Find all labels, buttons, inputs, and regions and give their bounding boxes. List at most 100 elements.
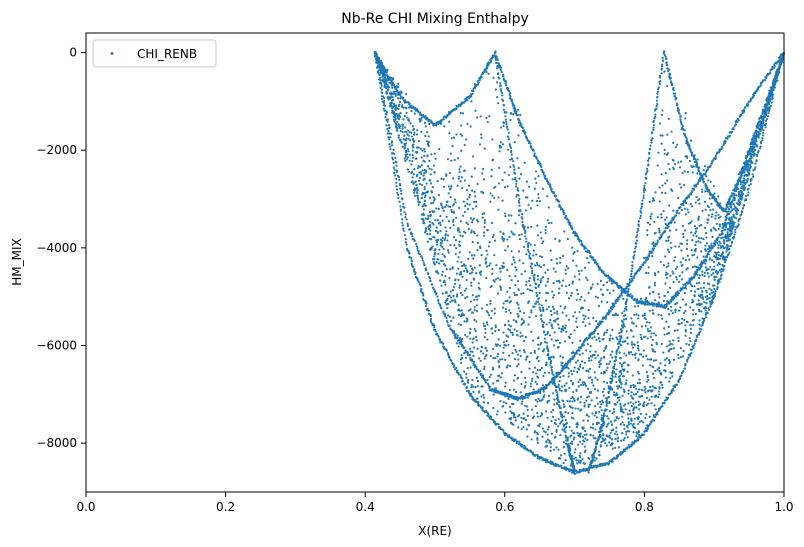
data-point: [541, 242, 544, 245]
data-point: [403, 134, 406, 137]
data-point: [487, 72, 490, 75]
data-point: [520, 292, 523, 295]
data-point: [552, 308, 556, 311]
data-point: [446, 158, 450, 161]
data-point: [401, 145, 404, 148]
data-point: [702, 180, 706, 183]
data-point: [646, 229, 649, 232]
data-point: [678, 166, 682, 169]
data-point: [450, 137, 453, 140]
data-point: [594, 442, 597, 445]
data-point: [637, 349, 640, 352]
data-point: [460, 176, 464, 179]
data-point: [428, 210, 432, 214]
data-point: [464, 267, 467, 270]
data-point: [645, 321, 649, 324]
data-point: [650, 251, 653, 254]
data-point: [725, 250, 728, 253]
data-point: [447, 220, 451, 223]
data-point: [465, 287, 468, 290]
data-point: [575, 320, 578, 323]
data-point: [462, 101, 466, 104]
data-point: [439, 279, 442, 282]
data-point: [575, 264, 578, 267]
data-point: [491, 347, 495, 351]
data-point: [568, 400, 571, 403]
data-point: [679, 160, 683, 163]
data-point: [419, 111, 422, 114]
data-point: [544, 299, 548, 302]
data-point: [581, 458, 584, 461]
data-point: [521, 400, 524, 403]
data-point: [704, 316, 708, 319]
data-point: [702, 286, 706, 289]
data-point: [522, 412, 525, 415]
data-point: [446, 115, 449, 118]
data-point: [667, 248, 670, 251]
data-point: [453, 136, 456, 139]
data-point: [701, 174, 704, 178]
data-point: [517, 426, 520, 429]
data-point: [578, 349, 581, 352]
data-point: [685, 201, 688, 205]
data-point: [471, 350, 474, 353]
data-point: [653, 109, 657, 112]
data-point: [605, 314, 608, 317]
data-point: [659, 134, 662, 137]
data-point: [466, 295, 469, 299]
data-point: [548, 183, 552, 186]
data-point: [643, 184, 646, 187]
data-point: [386, 89, 389, 92]
data-point: [623, 449, 627, 452]
data-point: [583, 401, 586, 405]
data-point: [464, 297, 467, 300]
data-point: [654, 408, 657, 411]
data-point: [527, 203, 530, 206]
data-point: [455, 247, 458, 250]
data-point: [557, 292, 561, 295]
data-point: [728, 134, 731, 137]
data-point: [750, 178, 753, 181]
data-point: [457, 309, 460, 312]
data-point: [494, 58, 498, 61]
data-point: [611, 328, 614, 331]
data-point: [637, 220, 640, 223]
data-point: [499, 286, 502, 289]
data-point: [578, 353, 581, 356]
data-point: [518, 201, 521, 204]
data-point: [740, 186, 743, 190]
data-point: [652, 120, 655, 124]
data-point: [517, 134, 520, 137]
data-point: [747, 191, 750, 194]
data-point: [558, 327, 561, 330]
data-point: [543, 337, 546, 340]
data-point: [573, 467, 576, 470]
data-point: [701, 293, 704, 297]
data-point: [398, 103, 401, 106]
data-point: [552, 344, 556, 347]
data-point: [512, 256, 515, 259]
data-point: [625, 285, 629, 288]
data-point: [702, 238, 705, 241]
data-point: [761, 137, 764, 140]
data-point: [436, 334, 439, 337]
data-point: [501, 94, 504, 97]
data-point: [403, 157, 406, 160]
data-point: [398, 178, 401, 181]
data-point: [677, 380, 680, 383]
data-point: [745, 156, 748, 160]
data-point: [531, 339, 535, 342]
data-point: [452, 218, 455, 221]
data-point: [539, 309, 542, 313]
data-point: [459, 291, 463, 294]
data-point: [732, 126, 735, 130]
data-point: [701, 273, 704, 277]
data-point: [707, 307, 710, 310]
data-point: [508, 388, 512, 392]
data-point: [607, 462, 611, 465]
data-point: [403, 146, 407, 149]
data-point: [392, 166, 395, 169]
data-point: [732, 192, 735, 195]
data-point: [740, 213, 743, 216]
